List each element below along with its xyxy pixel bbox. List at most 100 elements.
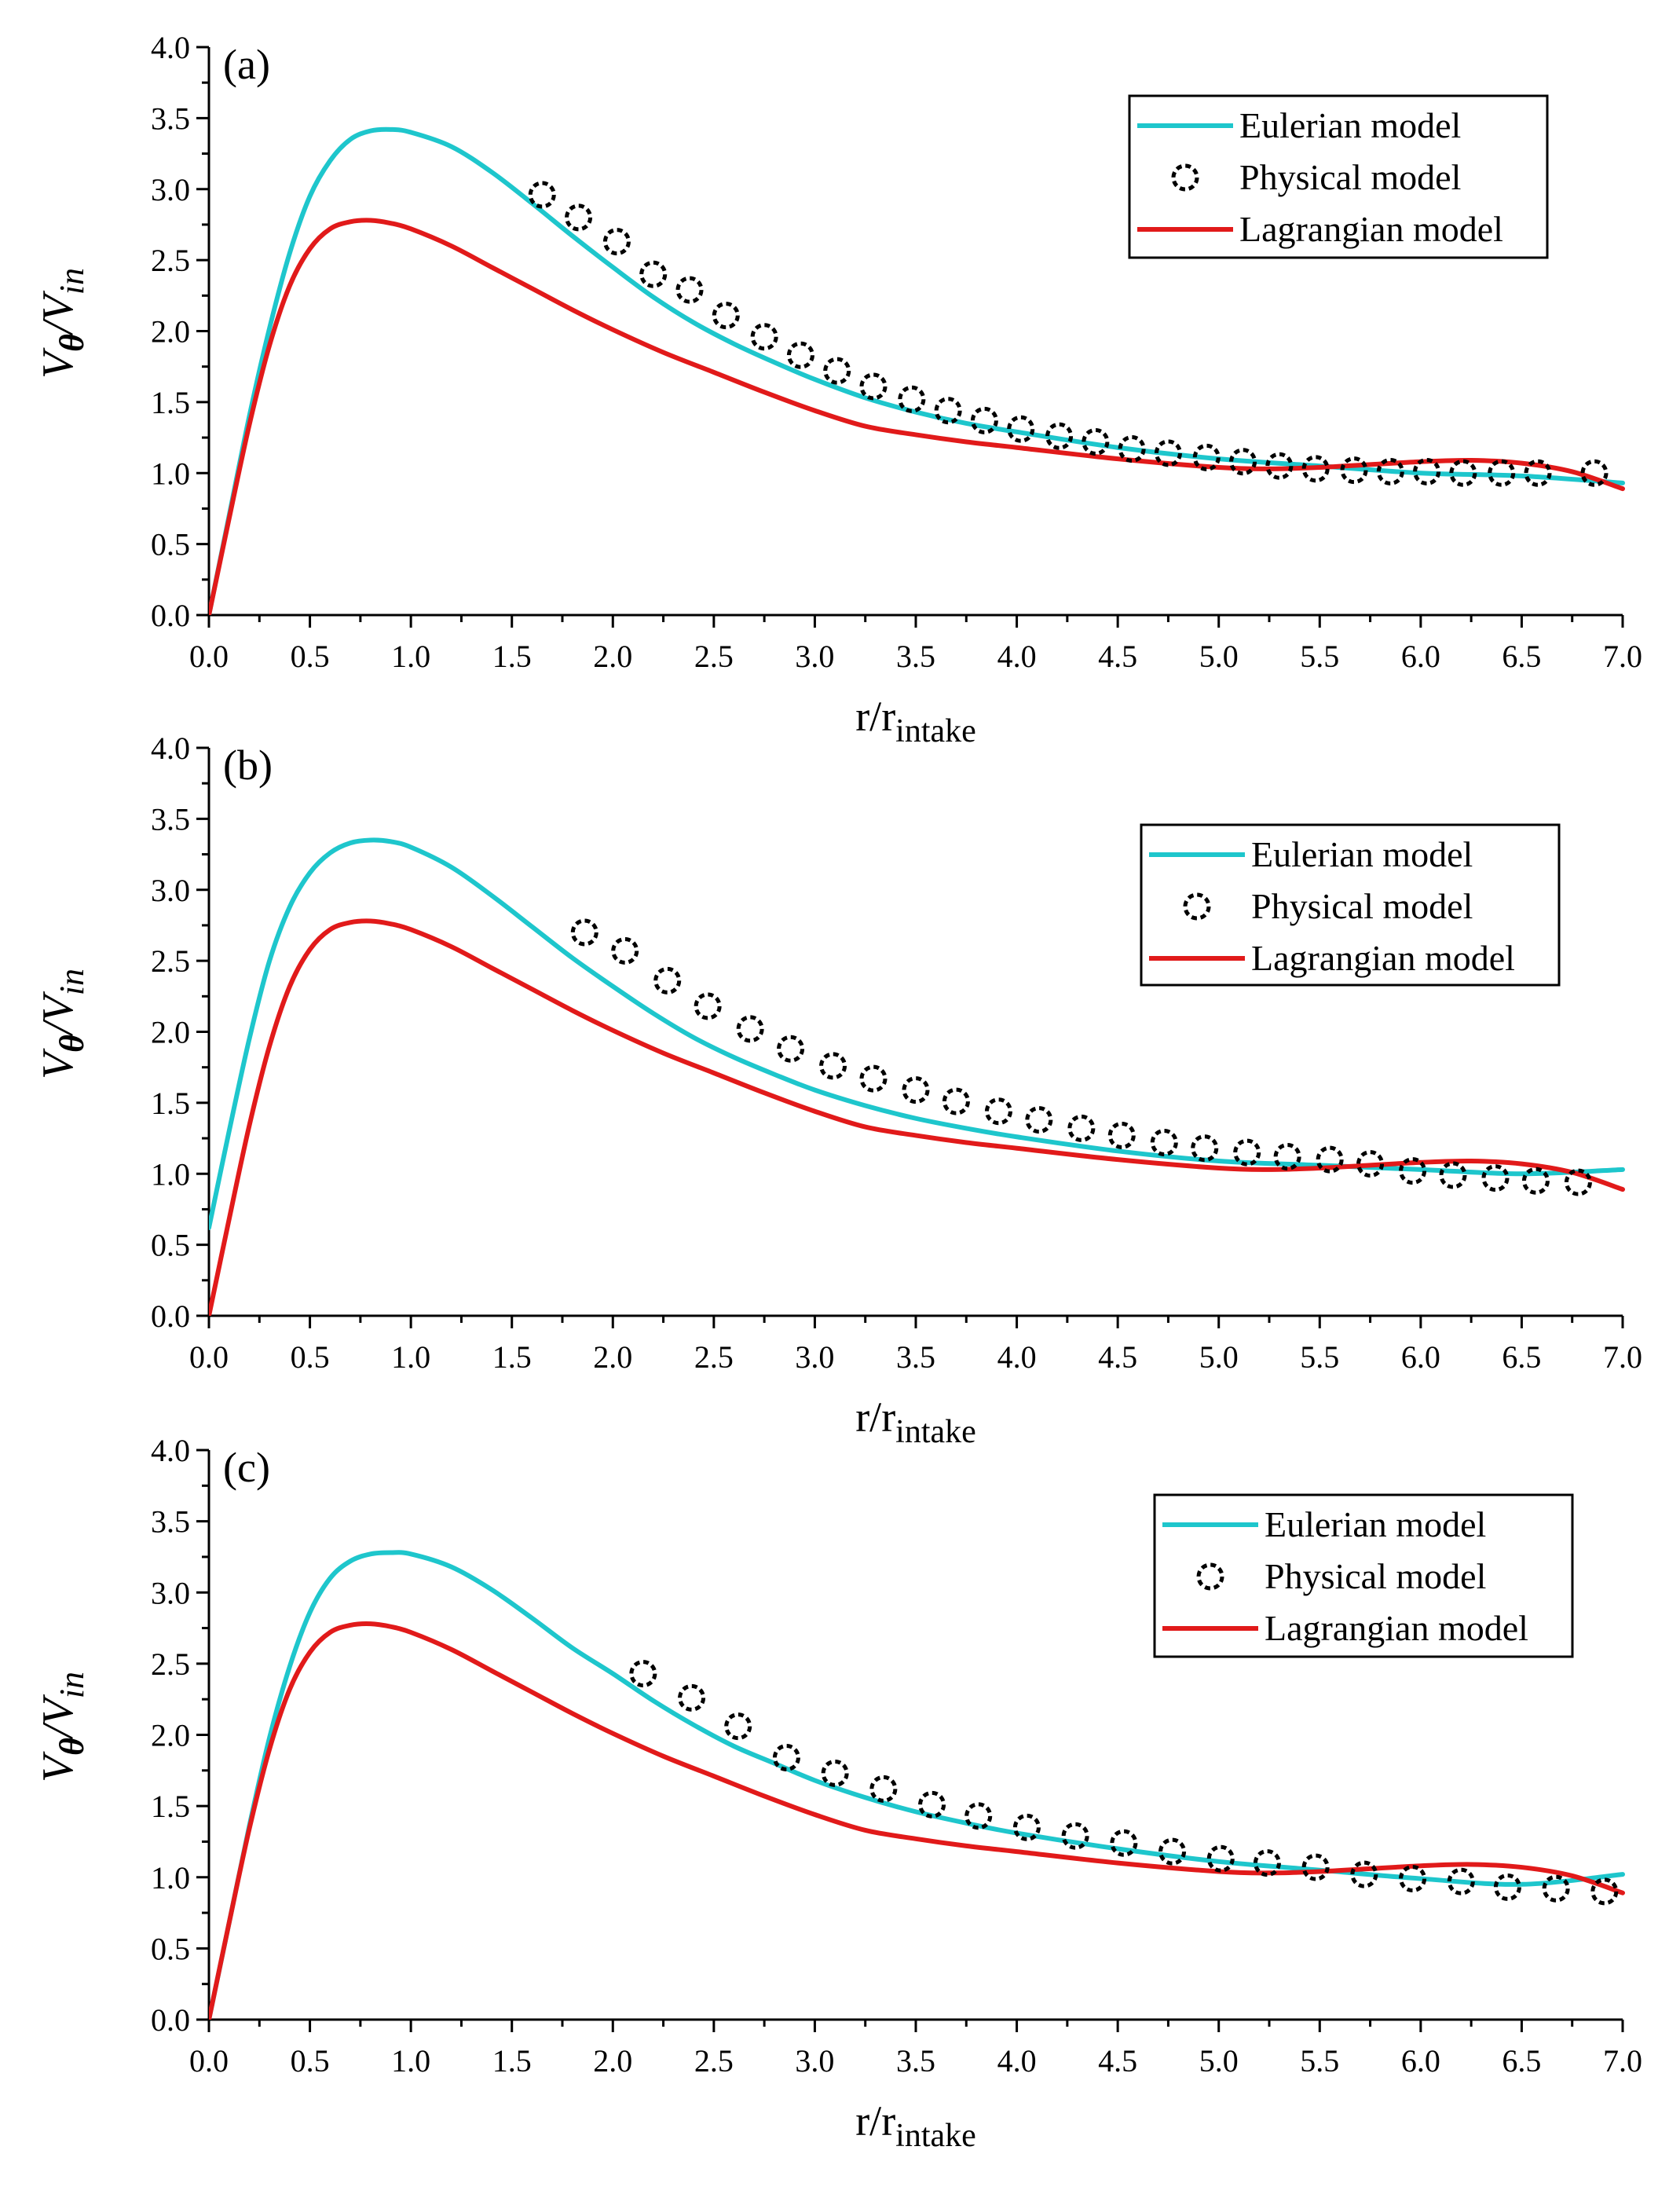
physical-model-point xyxy=(639,260,668,288)
legend: Eulerian model Physical model Lagrangian m… xyxy=(1140,823,1561,987)
physical-model-point xyxy=(1265,452,1294,480)
chart-panel-1: 0.0 0.5 1.0 1.5 2.0 2.5 3.0 3.5 4.0 0.0 0.5 1.0 1.5 2… xyxy=(34,30,1642,749)
y-tick-label: 4.0 xyxy=(151,1433,190,1468)
y-tick-label: 0.0 xyxy=(151,1298,190,1334)
x-tick-label: 0.5 xyxy=(291,1339,330,1375)
physical-model-point xyxy=(1340,456,1368,485)
legend-label: Eulerian model xyxy=(1251,834,1473,874)
physical-model-point xyxy=(1488,459,1516,487)
x-tick-label: 0.0 xyxy=(189,639,229,674)
x-tick-label: 0.0 xyxy=(189,1339,229,1375)
x-tick-label: 3.5 xyxy=(896,1339,935,1375)
eulerian-model-line xyxy=(209,1550,1625,2020)
x-axis-title: r/rintake xyxy=(855,2097,976,2154)
y-axis-title-slash-v: /V xyxy=(34,290,82,336)
x-tick-label: 6.5 xyxy=(1502,1339,1541,1375)
x-tick-label: 1.0 xyxy=(391,1339,430,1375)
x-tick-label: 1.5 xyxy=(492,2043,532,2079)
x-axis-title-subscript: intake xyxy=(895,713,976,749)
legend-physical-marker xyxy=(1183,892,1211,921)
y-axis-title-theta: θ xyxy=(53,334,91,352)
x-tick-label: 1.0 xyxy=(391,2043,430,2079)
x-axis-title-main: r/r xyxy=(855,2097,895,2145)
physical-model-point xyxy=(570,918,598,947)
physical-model-point xyxy=(902,1076,930,1104)
x-tick-label: 4.0 xyxy=(997,1339,1037,1375)
physical-model-point xyxy=(1493,1873,1521,1901)
physical-model-point xyxy=(984,1097,1012,1126)
physical-model-point xyxy=(1376,457,1404,485)
physical-model-point xyxy=(1192,443,1221,471)
y-tick-label: 3.0 xyxy=(151,873,190,908)
physical-model-point xyxy=(1158,1837,1187,1866)
physical-model-point xyxy=(565,203,593,232)
panel-label: (c) xyxy=(223,1444,270,1491)
y-tick-label: 2.5 xyxy=(151,243,190,278)
y-axis-title-v: V xyxy=(34,347,82,379)
physical-model-point xyxy=(1316,1145,1344,1174)
eulerian-model-line xyxy=(209,126,1625,615)
x-tick-label: 6.0 xyxy=(1401,2043,1440,2079)
physical-model-point xyxy=(1413,457,1441,485)
physical-model-point xyxy=(1107,1121,1136,1149)
legend-label: Physical model xyxy=(1251,886,1473,926)
y-tick-label: 0.0 xyxy=(151,2002,190,2038)
y-axis-title: Vθ/Vin xyxy=(34,1672,91,1782)
physical-model-point xyxy=(712,302,740,330)
y-axis-title-slash-v: /V xyxy=(34,991,82,1037)
y-tick-label: 0.0 xyxy=(151,598,190,633)
physical-model-point xyxy=(1154,439,1182,467)
physical-model-point xyxy=(1045,422,1074,450)
physical-model-point xyxy=(1061,1822,1089,1850)
physical-model-point xyxy=(1350,1860,1378,1888)
y-axis-title-slash-v: /V xyxy=(34,1694,82,1740)
chart-panel-2: 0.0 0.5 1.0 1.5 2.0 2.5 3.0 3.5 4.0 0.0 0.5 1.0 1.5 2… xyxy=(34,731,1642,1450)
physical-model-point xyxy=(859,372,888,401)
physical-model-point xyxy=(675,276,704,304)
lagrangian-model-line xyxy=(209,218,1625,615)
physical-model-point xyxy=(1206,1844,1235,1873)
physical-model-point xyxy=(1590,1877,1619,1906)
legend-label: Physical model xyxy=(1239,157,1461,197)
physical-model-point xyxy=(1524,459,1552,487)
y-tick-label: 3.5 xyxy=(151,1504,190,1540)
y-axis-title-theta: θ xyxy=(53,1738,91,1756)
x-tick-label: 3.5 xyxy=(896,2043,935,2079)
physical-model-point xyxy=(724,1712,752,1741)
legend-label: Physical model xyxy=(1265,1556,1486,1596)
y-axis-title-in: in xyxy=(53,1672,91,1698)
physical-model-point xyxy=(653,966,682,994)
x-axis-title: r/rintake xyxy=(855,1394,976,1450)
lagrangian-model-line xyxy=(209,918,1625,1316)
x-tick-label: 6.0 xyxy=(1401,1339,1440,1375)
x-tick-label: 3.0 xyxy=(795,2043,834,2079)
physical-model-point xyxy=(1580,459,1609,487)
legend-physical-marker xyxy=(1171,163,1199,192)
y-tick-label: 1.0 xyxy=(151,1860,190,1895)
physical-model-point xyxy=(1356,1150,1385,1178)
legend-label: Eulerian model xyxy=(1239,105,1461,145)
x-tick-label: 3.5 xyxy=(896,639,935,674)
physical-model-point xyxy=(1447,1867,1475,1895)
physical-model-point xyxy=(528,181,556,209)
x-tick-label: 0.5 xyxy=(291,639,330,674)
physical-model-point xyxy=(1012,1813,1041,1841)
x-tick-label: 0.5 xyxy=(291,2043,330,2079)
y-tick-label: 1.0 xyxy=(151,456,190,491)
x-tick-label: 7.0 xyxy=(1603,1339,1642,1375)
x-tick-label: 5.5 xyxy=(1300,2043,1339,2079)
chart-panel-3: 0.0 0.5 1.0 1.5 2.0 2.5 3.0 3.5 4.0 0.0 0.5 1.0 1.5 2… xyxy=(34,1433,1642,2154)
x-tick-label: 6.5 xyxy=(1502,639,1541,674)
x-tick-label: 6.0 xyxy=(1401,639,1440,674)
x-axis-title: r/rintake xyxy=(855,693,976,749)
physical-model-point xyxy=(1399,1157,1427,1185)
physical-model-point xyxy=(1067,1114,1096,1142)
x-tick-label: 2.0 xyxy=(593,639,632,674)
physical-model-point xyxy=(772,1744,800,1771)
x-tick-label: 1.5 xyxy=(492,1339,532,1375)
physical-model-point xyxy=(1301,455,1330,483)
y-tick-label: 0.5 xyxy=(151,1931,190,1966)
y-tick-label: 3.5 xyxy=(151,101,190,136)
physical-model-markers xyxy=(629,1660,1619,1906)
